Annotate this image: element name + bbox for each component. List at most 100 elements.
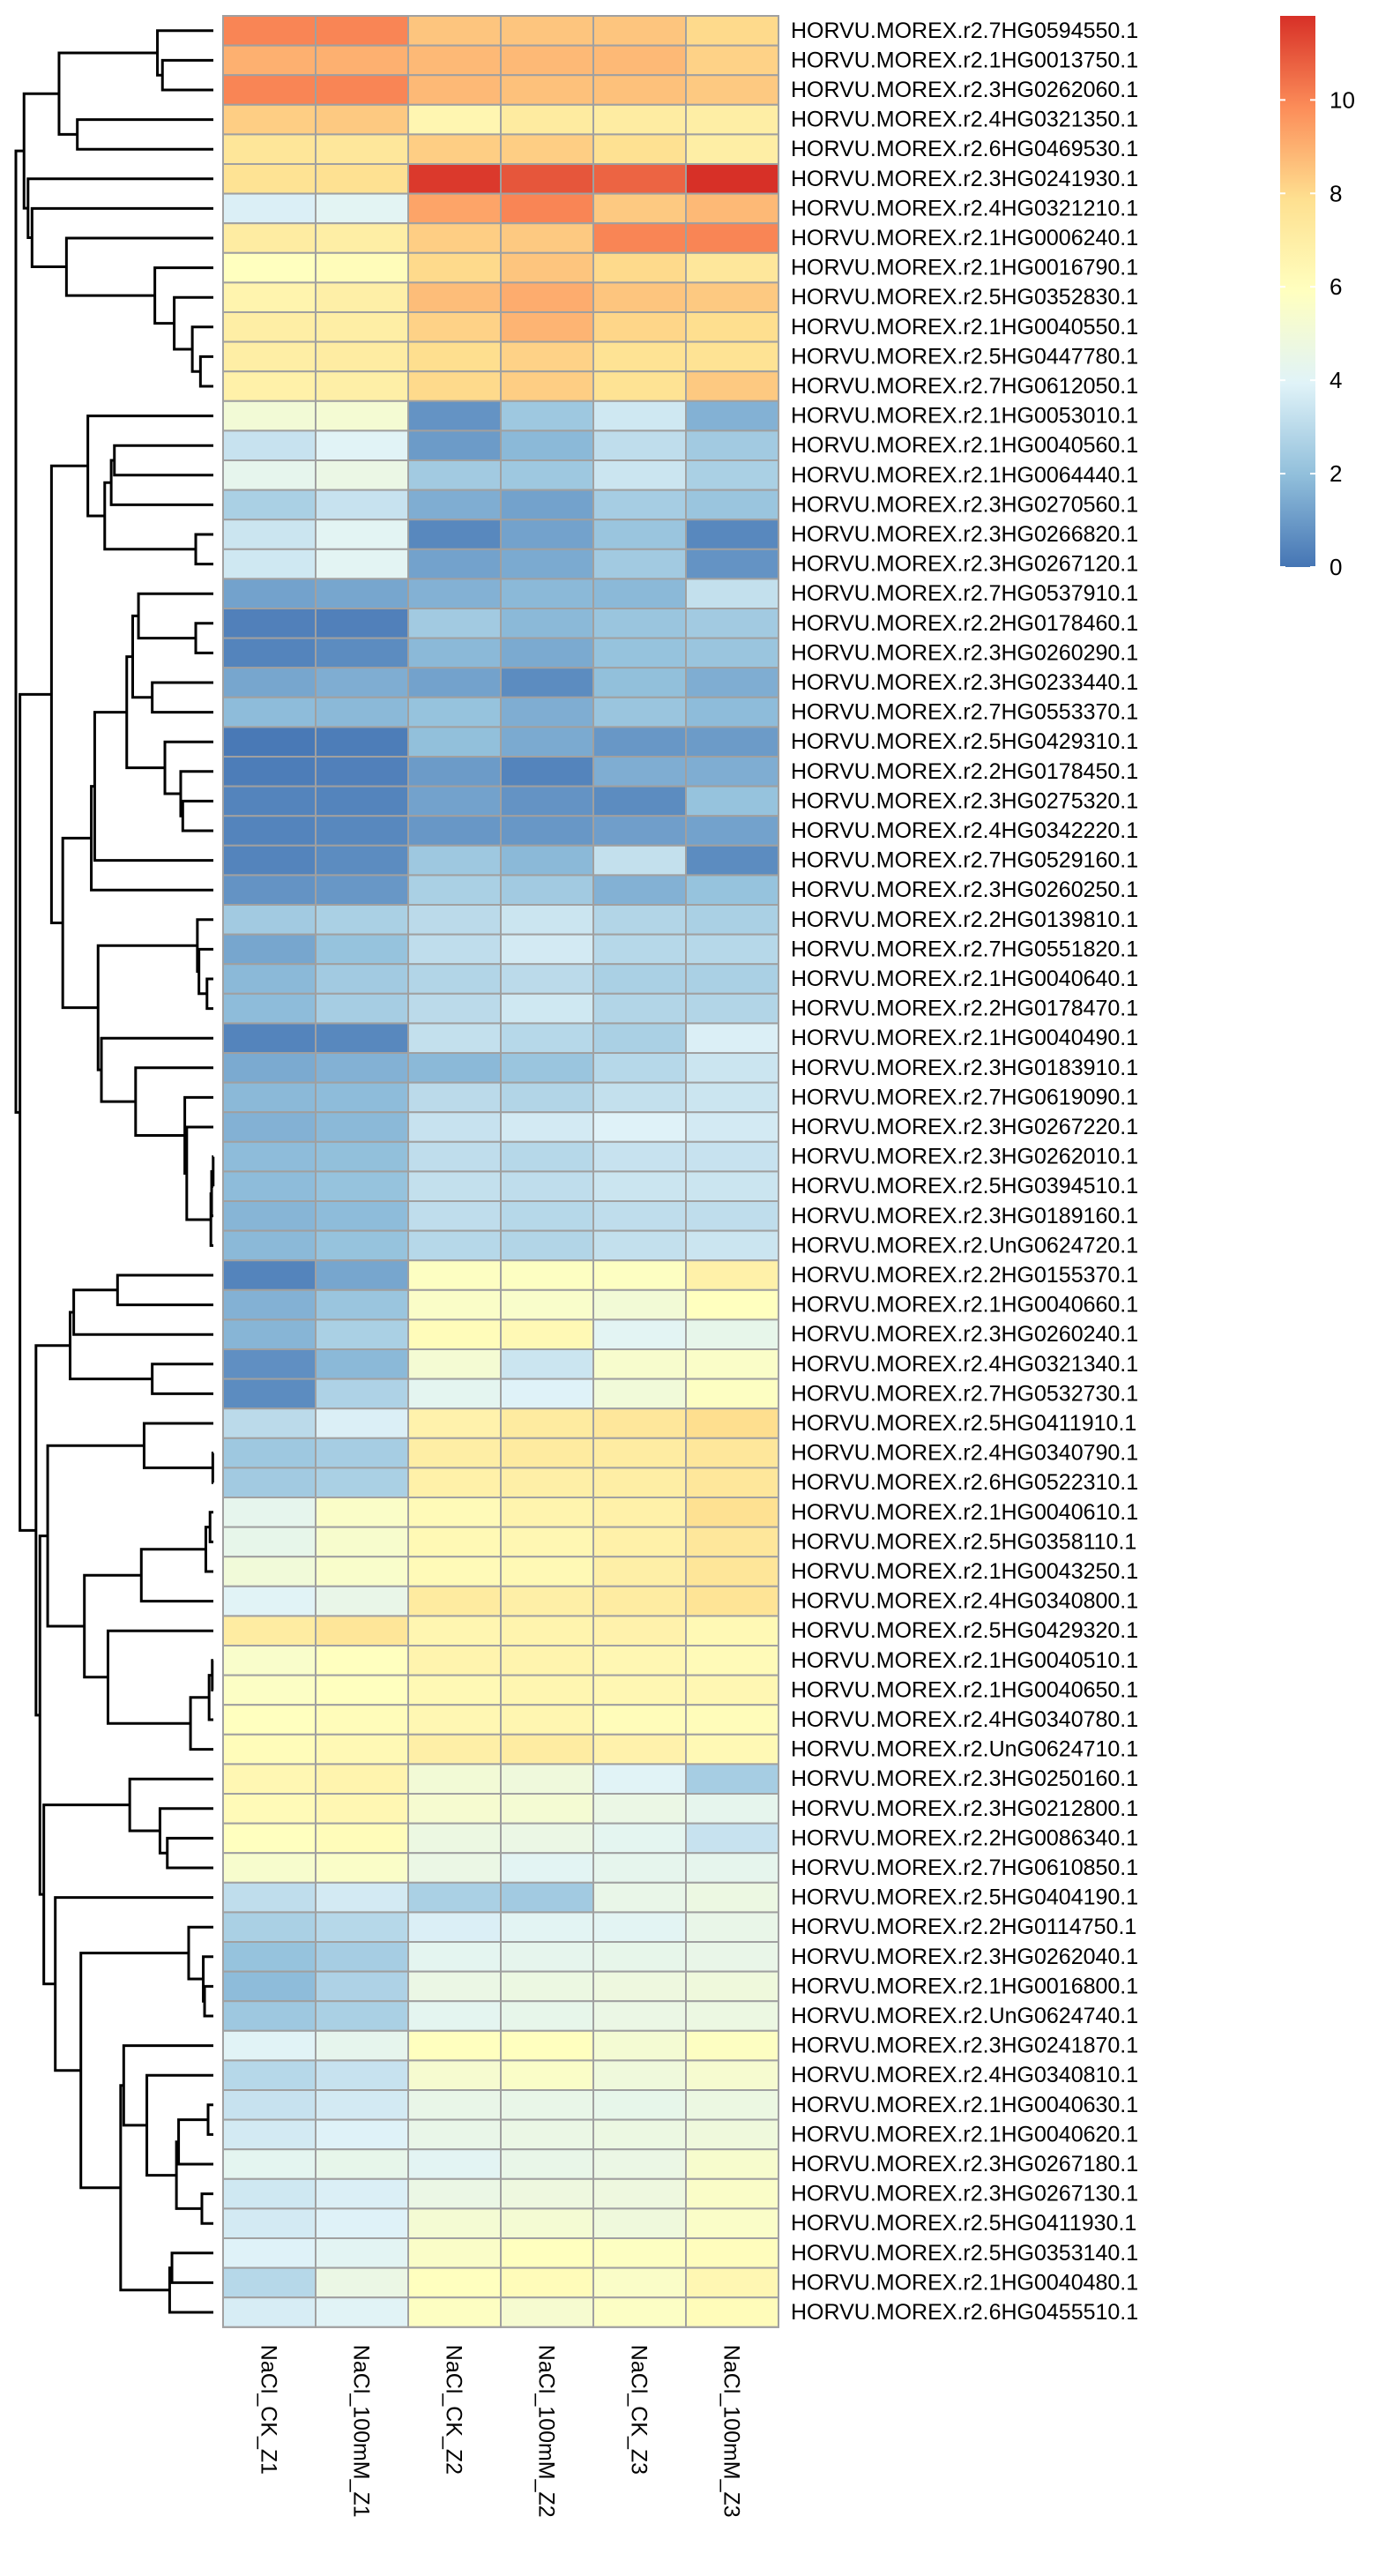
heatmap-cell: [685, 519, 779, 550]
heatmap-cell: [315, 429, 409, 461]
heatmap-cell: [685, 1704, 779, 1736]
heatmap-cell: [592, 340, 687, 373]
dendrogram-branch: [205, 977, 213, 1011]
heatmap-cell: [592, 1437, 687, 1469]
heatmap-cell: [685, 1348, 779, 1380]
heatmap-cell: [592, 1288, 687, 1321]
heatmap-cell: [222, 311, 317, 343]
heatmap-cell: [592, 637, 687, 669]
row-label: HORVU.MOREX.r2.3HG0270560.1: [791, 492, 1138, 517]
heatmap-cell: [592, 1022, 687, 1055]
heatmap-cell: [315, 133, 409, 165]
row-label: HORVU.MOREX.r2.1HG0040650.1: [791, 1677, 1138, 1702]
dendrogram-branch: [190, 325, 213, 373]
heatmap-cell: [592, 696, 687, 728]
heatmap-cell: [500, 1437, 594, 1469]
heatmap-cell: [407, 1170, 502, 1203]
heatmap-cell: [407, 696, 502, 728]
heatmap-cell: [222, 1911, 317, 1943]
heatmap-cell: [685, 133, 779, 165]
row-label: HORVU.MOREX.r2.3HG0262040.1: [791, 1945, 1138, 1969]
heatmap-cell: [315, 1378, 409, 1410]
dendrogram-branch: [179, 770, 213, 818]
heatmap-cell: [407, 133, 502, 165]
heatmap-cell: [685, 1645, 779, 1676]
heatmap-cell: [407, 2207, 502, 2239]
dendrogram-branch: [194, 533, 213, 566]
heatmap-cell: [407, 1970, 502, 2003]
heatmap-cell: [500, 992, 594, 1025]
heatmap-cell: [500, 1674, 594, 1706]
heatmap-cell: [315, 1200, 409, 1232]
heatmap-cell: [592, 2207, 687, 2239]
heatmap-cell: [315, 74, 409, 106]
row-label: HORVU.MOREX.r2.4HG0340800.1: [791, 1589, 1138, 1614]
legend-tick-label: 6: [1330, 273, 1342, 300]
heatmap-cell: [685, 163, 779, 195]
heatmap-cell: [407, 904, 502, 936]
heatmap-cell: [500, 519, 594, 550]
heatmap-cell: [685, 1911, 779, 1943]
heatmap-cell: [500, 281, 594, 313]
heatmap-cell: [315, 44, 409, 77]
heatmap-cell: [685, 1407, 779, 1439]
row-label: HORVU.MOREX.r2.UnG0624720.1: [791, 1233, 1138, 1258]
dendrogram-branch: [19, 692, 52, 1532]
heatmap-cell: [500, 2029, 594, 2062]
heatmap-cell: [407, 1822, 502, 1855]
row-label: HORVU.MOREX.r2.7HG0594550.1: [791, 19, 1138, 43]
heatmap-cell: [500, 15, 594, 47]
heatmap-cell: [222, 2207, 317, 2239]
heatmap-cell: [592, 2266, 687, 2299]
heatmap-cell: [222, 2266, 317, 2299]
dendrogram-branch: [166, 1836, 213, 1870]
heatmap-cell: [500, 608, 594, 639]
heatmap-cell: [500, 1585, 594, 1617]
heatmap-cell: [222, 2000, 317, 2032]
heatmap-cell: [500, 933, 594, 966]
heatmap-cell: [592, 1348, 687, 1380]
heatmap-cell: [407, 1793, 502, 1825]
heatmap-cell: [685, 251, 779, 284]
row-label: HORVU.MOREX.r2.3HG0266820.1: [791, 522, 1138, 547]
heatmap-cell: [685, 1170, 779, 1203]
heatmap-cell: [500, 1556, 594, 1587]
heatmap-cell: [315, 192, 409, 225]
heatmap-cell: [592, 1941, 687, 1973]
heatmap-cell: [315, 2266, 409, 2299]
heatmap-cell: [315, 1170, 409, 1203]
heatmap-cell: [685, 281, 779, 313]
row-label: HORVU.MOREX.r2.5HG0353140.1: [791, 2241, 1138, 2266]
heatmap-cell: [407, 1852, 502, 1884]
dendrogram-branch: [151, 1363, 213, 1395]
heatmap-cell: [500, 489, 594, 521]
dendrogram-branch: [109, 459, 213, 506]
heatmap-cell: [315, 1318, 409, 1351]
heatmap-cell: [407, 15, 502, 47]
heatmap-cell: [315, 1348, 409, 1380]
heatmap-cell: [685, 1970, 779, 2003]
row-label: HORVU.MOREX.r2.1HG0013750.1: [791, 48, 1138, 72]
heatmap-cell: [222, 489, 317, 521]
heatmap-cell: [315, 103, 409, 136]
heatmap-cell: [685, 1585, 779, 1617]
heatmap-cell: [592, 1822, 687, 1855]
heatmap-cell: [407, 1467, 502, 1499]
dendrogram-branch: [46, 1444, 145, 1628]
heatmap-cell: [500, 844, 594, 877]
dendrogram-branch: [131, 614, 153, 699]
heatmap-cell: [592, 608, 687, 639]
heatmap-cell: [315, 1763, 409, 1796]
heatmap-cell: [685, 1259, 779, 1291]
heatmap-cell: [685, 2207, 779, 2239]
heatmap-cell: [500, 1052, 594, 1084]
heatmap-cell: [500, 370, 594, 402]
dendrogram-branch: [170, 2251, 213, 2284]
row-label: HORVU.MOREX.r2.1HG0006240.1: [791, 226, 1138, 250]
column-labels: NaCl_CK_Z1 NaCl_100mM_Z1 NaCl_CK_Z2 NaCl_10…: [257, 2345, 744, 2518]
heatmap-cell: [592, 1881, 687, 1914]
row-label: HORVU.MOREX.r2.3HG0262010.1: [791, 1145, 1138, 1169]
heatmap-cell: [222, 696, 317, 728]
heatmap-cell: [685, 696, 779, 728]
heatmap-cell: [500, 637, 594, 669]
